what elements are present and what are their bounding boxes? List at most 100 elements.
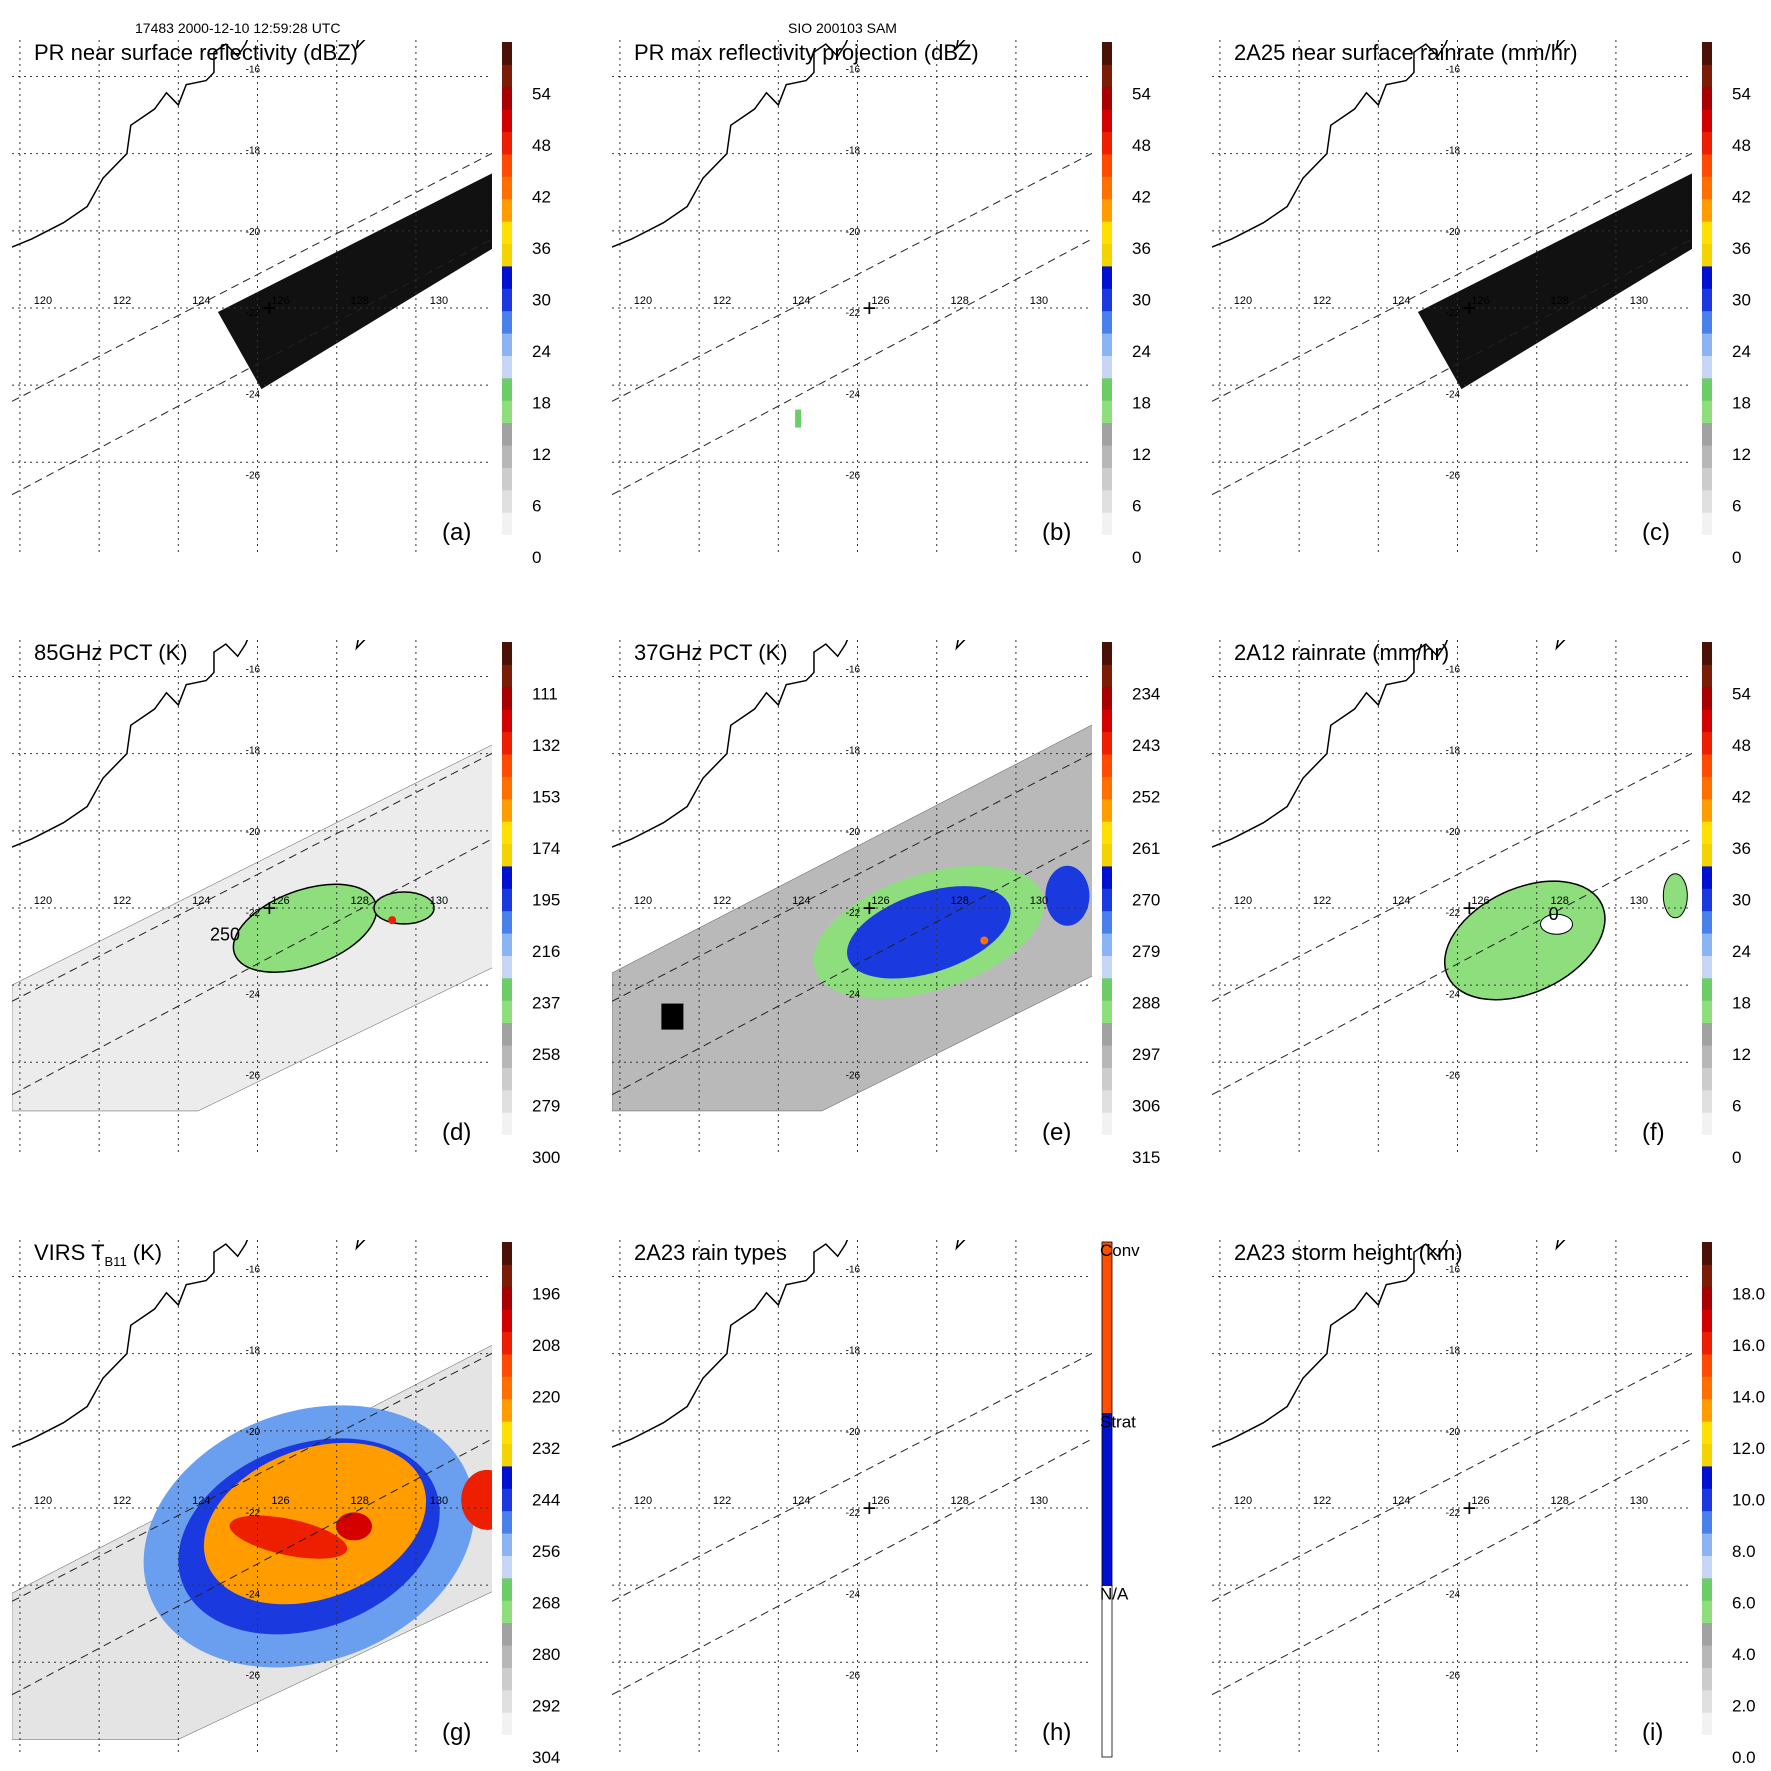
colorbar-segment <box>1102 1000 1112 1024</box>
colorbar-segment <box>1102 709 1112 733</box>
colorbar-segment <box>502 1577 512 1601</box>
lat-tick-label: -18 <box>1446 146 1461 157</box>
colorbar-segment <box>1702 798 1712 822</box>
colorbar-segment <box>1702 753 1712 777</box>
colorbar-segment <box>502 1465 512 1489</box>
virs-east-cell <box>461 1469 492 1530</box>
lon-tick-label: 124 <box>1392 895 1410 907</box>
colorbar-tick-label: 24 <box>532 342 551 361</box>
lat-tick-label: -22 <box>246 308 261 319</box>
lat-tick-label: -24 <box>846 989 861 1000</box>
colorbar-tick-label: 6 <box>1732 1097 1741 1116</box>
storm-center-marker: + <box>262 295 276 322</box>
colorbar-segment <box>502 1645 512 1668</box>
colorbar-tick-label: 216 <box>532 942 560 961</box>
colorbar-segment <box>1102 333 1112 356</box>
swath-edge <box>12 1352 492 1602</box>
lat-tick-label: -26 <box>1446 1070 1461 1081</box>
coastline <box>612 40 966 248</box>
panel-label: (c) <box>1642 519 1670 546</box>
lon-tick-label: 122 <box>713 895 731 907</box>
colorbar-segment <box>1702 1600 1712 1624</box>
storm-id-header: SIO 200103 SAM <box>788 20 897 36</box>
colorbar-segment <box>1102 42 1112 65</box>
storm-center-marker: + <box>1462 295 1476 322</box>
colorbar-segment <box>502 377 512 401</box>
lat-tick-label: -24 <box>1446 989 1461 1000</box>
colorbar-tick-label: 12 <box>532 445 551 464</box>
colorbar-segment <box>1702 1045 1712 1068</box>
panel-i: 120 122 124 126 128 130 -16 -18 -20 -22 -24 -26 +2A2… <box>1212 1240 1765 1767</box>
colorbar-segment <box>502 664 512 688</box>
orbit-time-header: 17483 2000-12-10 12:59:28 UTC <box>135 20 341 36</box>
colorbar-segment <box>502 198 512 222</box>
panel-label: (b) <box>1042 519 1071 546</box>
colorbar-segment <box>1702 1398 1712 1422</box>
lon-tick-label: 122 <box>1313 295 1331 307</box>
colorbar-segment <box>502 843 512 867</box>
lat-tick-label: -22 <box>246 908 261 919</box>
colorbar-tick-label: 12 <box>1732 445 1751 464</box>
colorbar-tick-label: 232 <box>532 1439 560 1458</box>
colorbar-segment <box>1702 1712 1712 1736</box>
lon-tick-label: 126 <box>871 895 889 907</box>
lon-tick-label: 130 <box>1030 1495 1048 1507</box>
colorbar-tick-label: 48 <box>1732 736 1751 755</box>
colorbar-segment <box>1702 1353 1712 1377</box>
colorbar-segment <box>1702 86 1712 110</box>
colorbar-segment <box>1101 1584 1113 1758</box>
colorbar-segment <box>1702 1533 1712 1556</box>
lon-tick-label: 128 <box>351 295 369 307</box>
colorbar-segment <box>1702 709 1712 733</box>
colorbar-tick-label: 315 <box>1132 1148 1160 1167</box>
lon-tick-label: 128 <box>1551 1495 1569 1507</box>
lon-tick-label: 126 <box>871 1495 889 1507</box>
colorbar-tick-label: 243 <box>1132 736 1160 755</box>
colorbar-tick-label: 208 <box>532 1336 560 1355</box>
colorbar-segment <box>1702 1331 1712 1355</box>
pct85-contour-label: 250 <box>210 924 240 944</box>
colorbar-segment <box>1702 1286 1712 1310</box>
lat-tick-label: -16 <box>246 664 261 675</box>
panel-label: (e) <box>1042 1119 1071 1146</box>
colorbar-segment <box>1702 1376 1712 1400</box>
lon-tick-label: 120 <box>634 1495 652 1507</box>
colorbar-segment <box>502 131 512 155</box>
colorbar-tick-label: 268 <box>532 1594 560 1613</box>
colorbar-segment <box>502 731 512 755</box>
colorbar-segment <box>1702 1421 1712 1445</box>
lat-tick-label: -16 <box>246 1264 261 1275</box>
colorbar-segment <box>1102 865 1112 889</box>
lon-tick-label: 130 <box>1630 1495 1648 1507</box>
colorbar-segment <box>1102 109 1112 133</box>
lon-tick-label: 128 <box>351 895 369 907</box>
colorbar-segment <box>1702 888 1712 912</box>
lat-tick-label: -16 <box>1446 664 1461 675</box>
colorbar-tick-label: 0.0 <box>1732 1748 1756 1767</box>
virs-eye-region <box>336 1512 372 1541</box>
colorbar-segment <box>502 288 512 312</box>
colorbar-segment <box>1102 888 1112 912</box>
pct37-core <box>847 886 1011 979</box>
colorbar-segment <box>502 355 512 379</box>
colorbar-segment <box>1102 686 1112 710</box>
lat-tick-label: -16 <box>246 64 261 75</box>
colorbar-segment <box>1102 467 1112 491</box>
colorbar-segment <box>1102 1022 1112 1046</box>
lat-tick-label: -26 <box>1446 1670 1461 1681</box>
colorbar-segment <box>1702 1089 1712 1113</box>
lat-tick-label: -24 <box>846 1589 861 1600</box>
colorbar-segment <box>1101 1413 1113 1586</box>
colorbar-tick-label: 24 <box>1732 342 1751 361</box>
colorbar-segment <box>502 1622 512 1646</box>
colorbar-segment <box>1102 355 1112 379</box>
lat-tick-label: -16 <box>1446 1264 1461 1275</box>
colorbar-tick-label: 261 <box>1132 839 1160 858</box>
colorbar-segment <box>1702 198 1712 222</box>
colorbar-segment <box>1702 821 1712 845</box>
lat-tick-label: -18 <box>1446 746 1461 757</box>
colorbar-segment <box>1702 534 1712 558</box>
colorbar-segment <box>1102 489 1112 513</box>
virs-coldest <box>229 1515 348 1559</box>
colorbar-segment <box>1702 843 1712 867</box>
